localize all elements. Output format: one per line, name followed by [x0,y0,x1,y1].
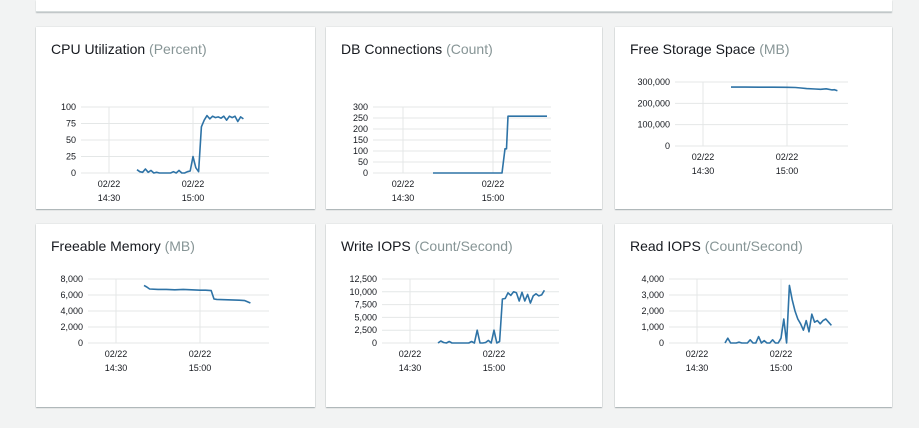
y-tick-label: 2,000 [60,322,83,332]
series-line [143,284,251,304]
y-tick-label: 5,000 [354,312,377,322]
y-tick-label: 50 [358,157,368,167]
x-tick-date: 02/22 [692,152,715,162]
x-tick-date: 02/22 [686,349,709,359]
widget-title: Read IOPS (Count/Second) [630,238,803,254]
y-tick-label: 100,000 [637,120,670,130]
freeable-memory-chart: 8,000 6,000 4,000 2,000 0 02/22 14:30 02/22 15:0… [60,274,269,373]
x-tick-time: 15:00 [182,193,205,203]
y-tick-label: 75 [66,119,76,129]
cpu-utilization-chart: 100 75 50 25 0 02/22 14:30 02/22 15:00 [61,102,269,203]
x-tick-time: 14:30 [392,193,415,203]
x-tick-date: 02/22 [105,349,128,359]
write-iops-widget[interactable]: Write IOPS (Count/Second) 12,500 10,000 7,… [326,224,602,407]
series-line [433,115,547,174]
free-storage-space-widget[interactable]: Free Storage Space (MB) 300,000 200,000 10… [615,27,892,209]
y-tick-label: 6,000 [60,290,83,300]
free-storage-space-chart: 300,000 200,000 100,000 0 02/22 14:30 02/22 15:… [637,77,848,176]
y-tick-label: 100 [353,146,368,156]
y-tick-label: 300 [353,102,368,112]
x-tick-date: 02/22 [399,349,422,359]
y-tick-label: 0 [363,168,368,178]
x-tick-time: 15:00 [482,193,505,203]
y-tick-label: 3,000 [641,290,664,300]
read-iops-widget[interactable]: Read IOPS (Count/Second) 4,000 3,000 2,000… [615,224,892,407]
y-tick-label: 0 [659,338,664,348]
x-tick-date: 02/22 [776,152,799,162]
y-tick-label: 1,000 [641,322,664,332]
widget-title: Write IOPS (Count/Second) [341,238,513,254]
series-line [724,284,833,344]
y-tick-label: 8,000 [60,274,83,284]
freeable-memory-widget[interactable]: Freeable Memory (MB) 8,000 6,000 4,000 2,00… [36,224,315,407]
x-tick-time: 15:00 [770,363,793,373]
db-connections-widget[interactable]: DB Connections (Count) 300 250 200 150 100 50… [326,27,602,209]
y-tick-label: 0 [71,168,76,178]
x-tick-date: 02/22 [182,179,205,189]
y-tick-label: 2,000 [641,306,664,316]
x-tick-date: 02/22 [770,349,793,359]
y-tick-label: 2,500 [354,325,377,335]
x-tick-date: 02/22 [483,349,506,359]
top-panel [36,0,892,12]
y-tick-label: 100 [61,102,76,112]
widget-title: DB Connections (Count) [341,41,493,57]
x-tick-date: 02/22 [392,179,415,189]
x-tick-time: 14:30 [105,363,128,373]
x-tick-time: 15:00 [189,363,212,373]
y-tick-label: 300,000 [637,77,670,87]
y-tick-label: 25 [66,152,76,162]
cpu-utilization-widget[interactable]: CPU Utilization (Percent) 100 75 50 25 0 02/2… [36,27,315,209]
y-tick-label: 50 [66,135,76,145]
x-tick-time: 14:30 [692,166,715,176]
x-tick-date: 02/22 [98,179,121,189]
series-line [731,86,838,92]
x-tick-date: 02/22 [482,179,505,189]
widget-title: Freeable Memory (MB) [51,238,195,254]
widget-title: Free Storage Space (MB) [630,41,790,57]
series-line [437,289,546,344]
x-tick-time: 14:30 [686,363,709,373]
y-tick-label: 0 [665,141,670,151]
x-tick-date: 02/22 [189,349,212,359]
y-tick-label: 4,000 [60,306,83,316]
y-tick-label: 7,500 [354,300,377,310]
y-tick-label: 10,000 [349,287,377,297]
y-tick-label: 12,500 [349,274,377,284]
y-tick-label: 150 [353,135,368,145]
read-iops-chart: 4,000 3,000 2,000 1,000 0 02/22 14:30 02/22 15:0… [641,274,848,373]
y-tick-label: 200 [353,124,368,134]
series-line [136,114,244,174]
widget-title: CPU Utilization (Percent) [51,41,207,57]
x-tick-time: 15:00 [776,166,799,176]
write-iops-chart: 12,500 10,000 7,500 5,000 2,500 0 02/22 14:30 02… [349,274,559,373]
y-tick-label: 200,000 [637,98,670,108]
y-tick-label: 250 [353,113,368,123]
x-tick-time: 15:00 [483,363,506,373]
y-tick-label: 0 [372,338,377,348]
x-tick-time: 14:30 [399,363,422,373]
x-tick-time: 14:30 [98,193,121,203]
y-tick-label: 4,000 [641,274,664,284]
y-tick-label: 0 [78,338,83,348]
